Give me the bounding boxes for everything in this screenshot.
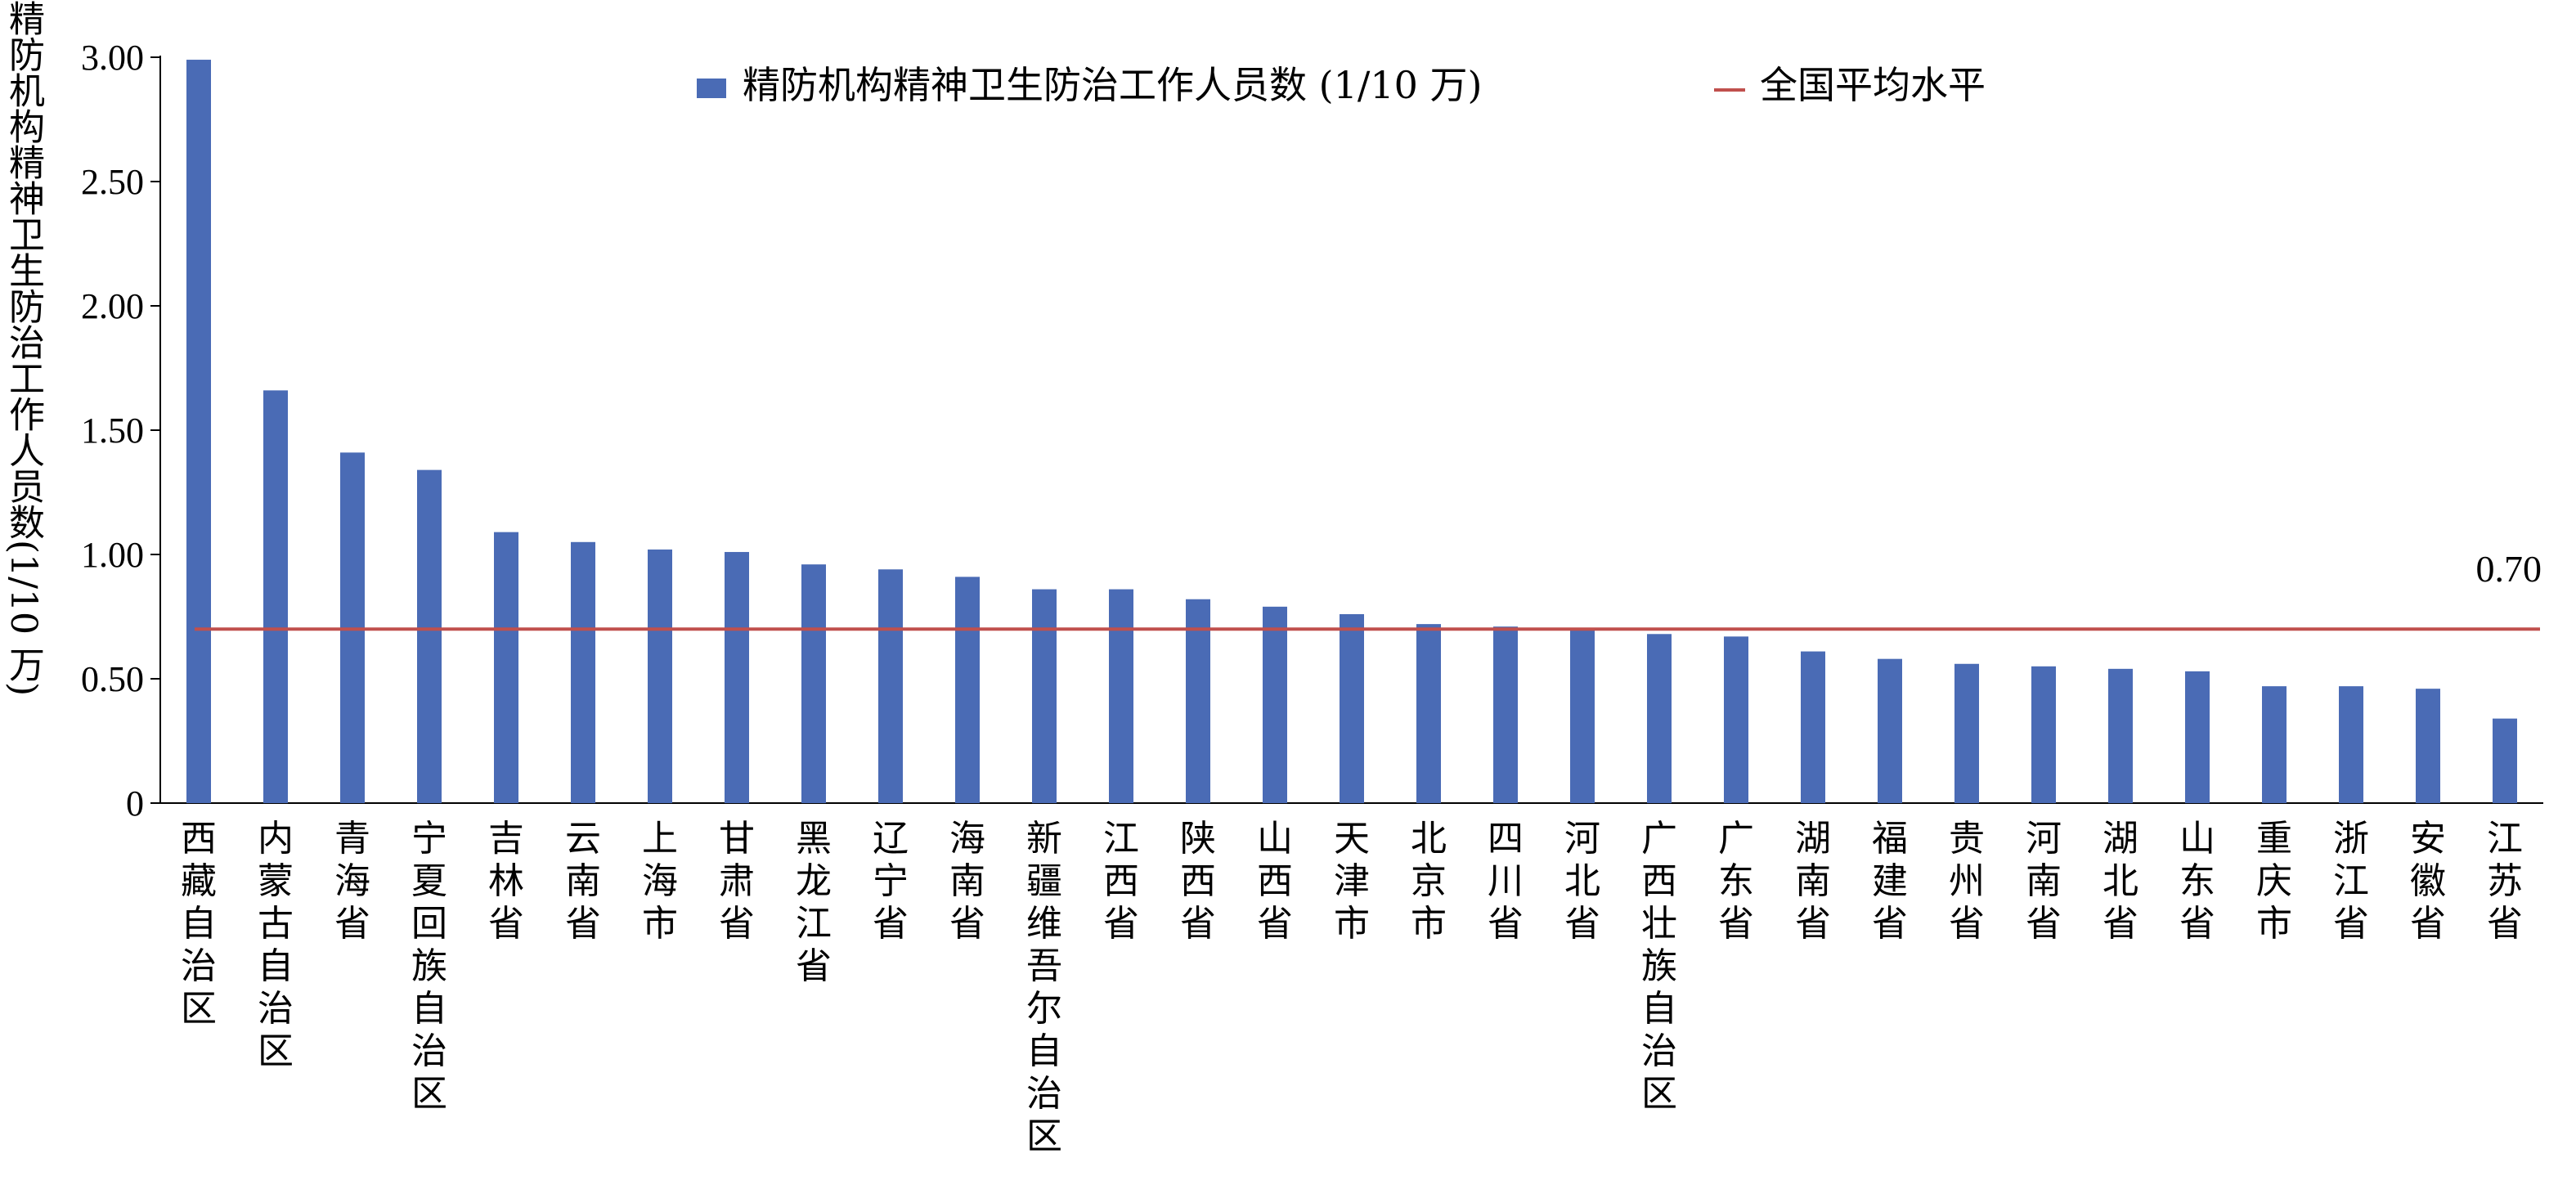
x-category-label: 四川省 — [1488, 818, 1524, 945]
bar — [2493, 718, 2517, 803]
x-category-label: 贵州省 — [1949, 818, 1985, 945]
y-tick-label: 1.50 — [81, 411, 144, 451]
legend-label-bars: 精防机构精神卫生防治工作人员数 (1/10 万) — [743, 63, 1482, 107]
bar — [494, 532, 518, 803]
bar — [2108, 668, 2133, 803]
bar — [801, 564, 826, 803]
x-category-label: 江西省 — [1103, 818, 1139, 945]
bar — [648, 549, 672, 803]
y-tick-label: 0 — [126, 783, 144, 824]
bar — [1570, 629, 1595, 803]
x-category-label: 广西壮族自治区 — [1641, 818, 1677, 1115]
x-category-label: 湖北省 — [2103, 818, 2138, 945]
x-category-label: 西藏自治区 — [181, 818, 217, 1030]
y-tick-label: 2.00 — [81, 286, 144, 326]
bar — [1801, 651, 1825, 803]
x-category-label: 黑龙江省 — [796, 818, 832, 987]
x-category-label: 河北省 — [1564, 818, 1600, 945]
bar — [1878, 658, 1902, 803]
legend-swatch-bars — [697, 79, 726, 98]
x-category-label: 江苏省 — [2487, 818, 2523, 945]
legend-label-average: 全国平均水平 — [1760, 63, 1986, 107]
bar — [2185, 671, 2210, 803]
x-category-label: 安徽省 — [2410, 818, 2446, 945]
bar — [725, 551, 749, 803]
bar — [1340, 613, 1364, 803]
bar — [1416, 624, 1441, 803]
bar — [1032, 589, 1057, 803]
bar — [1493, 626, 1518, 803]
y-tick-label: 1.00 — [81, 535, 144, 575]
bar — [1954, 663, 1979, 803]
bar — [878, 569, 903, 803]
x-category-label: 上海市 — [642, 818, 678, 945]
x-category-label: 内蒙古自治区 — [258, 818, 294, 1072]
x-category-label: 陕西省 — [1180, 818, 1216, 945]
x-category-label: 重庆市 — [2256, 818, 2292, 945]
bar — [1186, 599, 1210, 803]
bar — [2262, 686, 2287, 803]
bar — [417, 469, 442, 803]
x-category-label: 吉林省 — [488, 818, 524, 945]
x-category-label: 山东省 — [2179, 818, 2215, 945]
bar — [2416, 689, 2440, 803]
bar — [186, 60, 211, 804]
legend: 精防机构精神卫生防治工作人员数 (1/10 万) 全国平均水平 — [697, 63, 1986, 107]
x-category-label: 辽宁省 — [873, 818, 909, 945]
y-axis-title: 精防机构精神卫生防治工作人员数(1/10 万) — [0, 0, 46, 949]
y-tick-label: 3.00 — [81, 38, 144, 78]
y-axis-title-unit: (1/10 万) — [2, 540, 44, 697]
y-tick-label: 0.50 — [81, 659, 144, 699]
x-category-label: 山西省 — [1257, 818, 1293, 945]
y-tick-label: 2.50 — [81, 162, 144, 202]
x-category-label: 湖南省 — [1795, 818, 1831, 945]
x-category-label: 天津市 — [1334, 818, 1370, 945]
bar — [1263, 606, 1287, 803]
x-category-label: 北京市 — [1411, 818, 1447, 945]
x-category-label: 福建省 — [1872, 818, 1908, 945]
x-category-label: 广东省 — [1718, 818, 1754, 945]
x-category-label: 青海省 — [334, 818, 370, 945]
bar — [571, 541, 595, 803]
average-value-label: 0.70 — [2476, 548, 2542, 590]
bar — [2031, 666, 2056, 803]
bar — [263, 390, 288, 803]
x-category-label: 甘肃省 — [719, 818, 755, 945]
bar — [955, 577, 980, 803]
x-category-label: 河南省 — [2026, 818, 2062, 945]
bar — [1109, 589, 1133, 803]
x-category-label: 宁夏回族自治区 — [411, 818, 447, 1115]
x-category-label: 云南省 — [565, 818, 601, 945]
x-category-label: 海南省 — [949, 818, 985, 945]
y-axis-title-text: 精防机构精神卫生防治工作人员数 — [2, 0, 44, 540]
x-category-label: 浙江省 — [2333, 818, 2369, 945]
x-category-label: 新疆维吾尔自治区 — [1026, 818, 1062, 1157]
bar — [1724, 636, 1748, 803]
bar — [1647, 634, 1672, 803]
bar — [2339, 686, 2363, 803]
